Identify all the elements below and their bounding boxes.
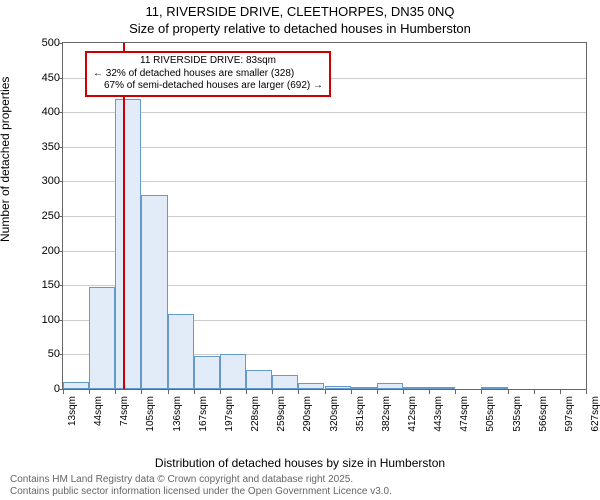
- y-tick-mark: [58, 389, 62, 390]
- x-tick-label: 259sqm: [276, 396, 287, 446]
- histogram-bar: [403, 387, 429, 389]
- x-tick-mark: [194, 390, 195, 394]
- y-tick-label: 100: [25, 314, 60, 326]
- x-tick-label: 44sqm: [93, 396, 104, 446]
- x-tick-label: 412sqm: [407, 396, 418, 446]
- x-tick-label: 382sqm: [381, 396, 392, 446]
- x-tick-mark: [298, 390, 299, 394]
- x-tick-mark: [508, 390, 509, 394]
- gridline: [63, 181, 586, 182]
- histogram-bar: [168, 314, 194, 389]
- y-tick-mark: [58, 216, 62, 217]
- x-tick-mark: [534, 390, 535, 394]
- x-tick-label: 197sqm: [224, 396, 235, 446]
- footer-line2: Contains public sector information licen…: [10, 486, 392, 498]
- y-tick-mark: [58, 78, 62, 79]
- x-tick-label: 443sqm: [433, 396, 444, 446]
- histogram-bar: [272, 375, 298, 389]
- y-tick-mark: [58, 112, 62, 113]
- x-tick-mark: [403, 390, 404, 394]
- x-tick-mark: [168, 390, 169, 394]
- chart-title-line1: 11, RIVERSIDE DRIVE, CLEETHORPES, DN35 0…: [0, 4, 600, 19]
- annotation-line3: 67% of semi-detached houses are larger (…: [93, 80, 323, 93]
- y-tick-label: 400: [25, 106, 60, 118]
- x-tick-mark: [351, 390, 352, 394]
- histogram-bar: [298, 383, 324, 389]
- x-tick-label: 566sqm: [538, 396, 549, 446]
- y-tick-mark: [58, 181, 62, 182]
- y-tick-mark: [58, 147, 62, 148]
- x-axis-label: Distribution of detached houses by size …: [0, 456, 600, 470]
- annotation-box: 11 RIVERSIDE DRIVE: 83sqm← 32% of detach…: [85, 51, 331, 97]
- x-tick-label: 474sqm: [459, 396, 470, 446]
- x-tick-mark: [89, 390, 90, 394]
- x-tick-mark: [481, 390, 482, 394]
- x-tick-label: 105sqm: [145, 396, 156, 446]
- x-tick-mark: [141, 390, 142, 394]
- x-tick-label: 167sqm: [198, 396, 209, 446]
- y-tick-label: 50: [25, 348, 60, 360]
- histogram-bar: [351, 387, 377, 389]
- y-axis-label: Number of detached properties: [0, 77, 12, 242]
- y-tick-label: 150: [25, 279, 60, 291]
- annotation-line1: 11 RIVERSIDE DRIVE: 83sqm: [93, 55, 323, 68]
- histogram-bar: [141, 195, 167, 389]
- x-tick-mark: [586, 390, 587, 394]
- gridline: [63, 147, 586, 148]
- x-tick-label: 290sqm: [302, 396, 313, 446]
- histogram-bar: [115, 99, 141, 389]
- x-tick-mark: [560, 390, 561, 394]
- histogram-bar: [377, 383, 403, 389]
- footer-line1: Contains HM Land Registry data © Crown c…: [10, 474, 392, 486]
- x-tick-label: 351sqm: [355, 396, 366, 446]
- x-tick-label: 320sqm: [329, 396, 340, 446]
- histogram-bar: [481, 387, 507, 389]
- x-tick-mark: [220, 390, 221, 394]
- y-tick-mark: [58, 43, 62, 44]
- histogram-bar: [89, 287, 115, 389]
- histogram-bar: [63, 382, 89, 389]
- x-tick-label: 597sqm: [564, 396, 575, 446]
- gridline: [63, 112, 586, 113]
- y-tick-mark: [58, 285, 62, 286]
- y-tick-label: 250: [25, 210, 60, 222]
- x-tick-mark: [455, 390, 456, 394]
- x-tick-mark: [272, 390, 273, 394]
- x-tick-label: 535sqm: [512, 396, 523, 446]
- x-tick-mark: [115, 390, 116, 394]
- histogram-bar: [220, 354, 246, 389]
- x-tick-label: 627sqm: [590, 396, 600, 446]
- y-tick-label: 500: [25, 37, 60, 49]
- y-tick-label: 200: [25, 245, 60, 257]
- y-tick-label: 0: [25, 383, 60, 395]
- chart-container: 11, RIVERSIDE DRIVE, CLEETHORPES, DN35 0…: [0, 0, 600, 500]
- y-tick-mark: [58, 354, 62, 355]
- annotation-line2: ← 32% of detached houses are smaller (32…: [93, 68, 323, 81]
- x-tick-mark: [325, 390, 326, 394]
- y-tick-mark: [58, 251, 62, 252]
- x-tick-label: 136sqm: [172, 396, 183, 446]
- plot-area: 11 RIVERSIDE DRIVE: 83sqm← 32% of detach…: [62, 42, 587, 390]
- histogram-bar: [194, 356, 220, 389]
- y-tick-label: 350: [25, 141, 60, 153]
- x-tick-label: 228sqm: [250, 396, 261, 446]
- chart-title-line2: Size of property relative to detached ho…: [0, 21, 600, 36]
- y-tick-mark: [58, 320, 62, 321]
- histogram-bar: [429, 387, 455, 389]
- y-tick-label: 300: [25, 175, 60, 187]
- x-tick-mark: [377, 390, 378, 394]
- footer-attribution: Contains HM Land Registry data © Crown c…: [10, 474, 392, 498]
- x-tick-label: 13sqm: [67, 396, 78, 446]
- x-tick-label: 505sqm: [485, 396, 496, 446]
- x-tick-mark: [246, 390, 247, 394]
- x-tick-mark: [429, 390, 430, 394]
- x-tick-label: 74sqm: [119, 396, 130, 446]
- x-tick-mark: [63, 390, 64, 394]
- histogram-bar: [246, 370, 272, 389]
- histogram-bar: [325, 386, 351, 389]
- y-tick-label: 450: [25, 72, 60, 84]
